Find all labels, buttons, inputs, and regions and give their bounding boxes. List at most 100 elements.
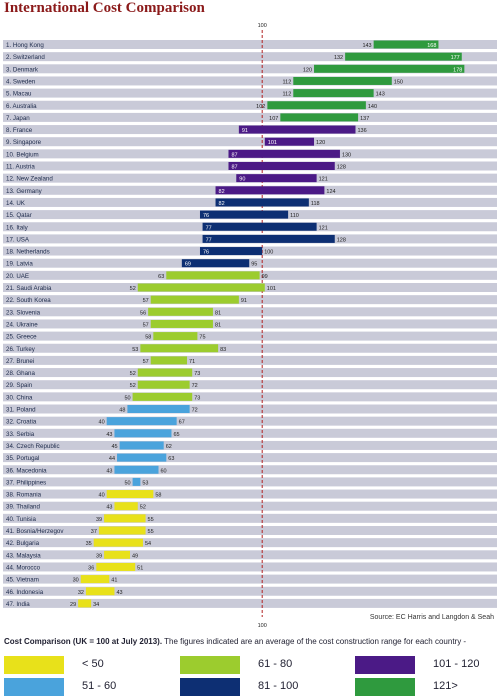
low-value-label: 76 <box>203 213 209 219</box>
row-label: 11. Austria <box>6 164 35 171</box>
low-value-label: 37 <box>91 529 97 535</box>
footnote: Cost Comparison (UK = 100 at July 2013).… <box>4 637 466 646</box>
range-bar <box>137 380 190 389</box>
row-label: 30. China <box>6 394 33 401</box>
high-value-label: 49 <box>132 553 138 559</box>
bar-track <box>3 64 497 74</box>
row-label: 41. Bosnia/Herzegov <box>6 528 64 535</box>
source-note: Source: EC Harris and Langdon & Seah <box>369 614 494 621</box>
low-value-label: 57 <box>143 322 149 328</box>
legend-swatch <box>4 656 64 674</box>
high-value-label: 100 <box>264 250 273 256</box>
row-label: 35. Portugal <box>6 455 39 462</box>
reference-label-bottom: 100 <box>258 623 267 629</box>
range-bar <box>80 575 110 584</box>
range-bar <box>114 502 138 511</box>
row-label: 4. Sweden <box>6 78 36 85</box>
low-value-label: 63 <box>158 274 164 280</box>
low-value-label: 82 <box>219 201 225 207</box>
high-value-label: 81 <box>215 310 221 316</box>
row-label: 28. Ghana <box>6 370 35 377</box>
low-value-label: 82 <box>219 189 225 195</box>
bar-track <box>3 307 497 317</box>
low-value-label: 45 <box>112 444 118 450</box>
row-label: 45. Vietnam <box>6 577 39 584</box>
high-value-label: 136 <box>357 128 366 134</box>
range-bar <box>98 526 146 535</box>
legend-item: 101 - 120 <box>355 656 479 674</box>
range-bar <box>228 162 335 170</box>
cost-comparison-chart: 100 100 143 168 132 177 120 178 112 150 112 143 102… <box>3 23 497 629</box>
range-bar <box>264 137 315 146</box>
low-value-label: 107 <box>269 116 278 122</box>
low-value-label: 77 <box>206 237 212 243</box>
row-label: 47. India <box>6 601 30 608</box>
row-label: 7. Japan <box>6 115 30 122</box>
legend-swatch <box>180 678 240 696</box>
bar-track <box>3 295 497 305</box>
bar-track <box>3 76 497 86</box>
low-value-label: 48 <box>119 408 125 414</box>
low-value-label: 87 <box>231 152 237 158</box>
range-bar <box>293 76 392 85</box>
high-value-label: 72 <box>192 408 198 414</box>
low-value-label: 101 <box>268 140 277 146</box>
high-value-label: 34 <box>93 602 99 608</box>
low-value-label: 57 <box>143 298 149 304</box>
high-value-label: 72 <box>192 383 198 389</box>
bar-track <box>3 40 497 49</box>
high-value-label: 73 <box>194 371 200 377</box>
high-value-label: 53 <box>142 480 148 486</box>
bar-track <box>3 355 497 365</box>
range-bar <box>238 125 356 134</box>
range-bar <box>228 149 340 158</box>
low-value-label: 77 <box>206 225 212 231</box>
bar-track <box>3 501 497 511</box>
low-value-label: 43 <box>106 468 112 474</box>
bar-track <box>3 550 497 560</box>
row-label: 46. Indonesia <box>6 589 44 596</box>
range-bar <box>199 247 263 256</box>
bar-track <box>3 440 497 450</box>
row-labels: 1. Hong Kong 2. Switzerland 3. Denmark 4. S… <box>6 42 64 608</box>
range-bar <box>150 319 213 328</box>
bar-track <box>3 416 497 426</box>
range-bar <box>106 417 177 426</box>
low-value-label: 29 <box>70 602 76 608</box>
bar-track <box>3 88 497 98</box>
row-label: 18. Netherlands <box>6 249 50 256</box>
low-value-label: 40 <box>99 493 105 499</box>
high-value-label: 73 <box>194 395 200 401</box>
range-bar <box>132 477 141 486</box>
high-value-label: 60 <box>161 468 167 474</box>
row-label: 15. Qatar <box>6 212 32 219</box>
range-bar <box>280 113 359 122</box>
bar-track <box>3 100 497 110</box>
range-bar <box>202 222 317 231</box>
low-value-label: 58 <box>145 335 151 341</box>
row-label: 37. Philippines <box>6 479 46 486</box>
high-value-label: 110 <box>290 213 299 219</box>
legend-swatch <box>180 656 240 674</box>
bar-track <box>3 343 497 353</box>
high-value-label: 130 <box>342 152 351 158</box>
legend-item: 81 - 100 <box>180 678 300 696</box>
bar-track <box>3 586 497 596</box>
range-bar <box>114 465 159 474</box>
row-label: 39. Thailand <box>6 504 41 511</box>
bar-track <box>3 331 497 341</box>
high-value-label: 140 <box>368 104 377 110</box>
high-value-label: 83 <box>220 347 226 353</box>
low-value-label: 132 <box>334 55 343 61</box>
row-label: 21. Saudi Arabia <box>6 285 52 292</box>
high-value-label: 137 <box>360 116 369 122</box>
low-value-label: 102 <box>256 104 265 110</box>
row-label: 17. USA <box>6 236 30 243</box>
range-bar <box>119 441 164 450</box>
row-label: 33. Serbia <box>6 431 35 438</box>
high-value-label: 177 <box>451 55 460 61</box>
row-label: 36. Macedonia <box>6 467 47 474</box>
high-value-label: 41 <box>111 578 117 584</box>
bar-track <box>3 380 497 390</box>
footnote-bold: Cost Comparison (UK = 100 at July 2013). <box>4 637 163 646</box>
